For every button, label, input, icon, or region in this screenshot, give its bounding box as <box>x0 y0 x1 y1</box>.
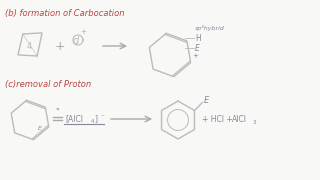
Text: 4: 4 <box>26 42 32 51</box>
Text: ⁻: ⁻ <box>101 114 105 120</box>
Text: E: E <box>195 44 200 53</box>
Text: E: E <box>204 96 209 105</box>
Text: sp³hybrid: sp³hybrid <box>195 25 225 31</box>
Text: + HCl +: + HCl + <box>202 114 233 123</box>
Text: H: H <box>195 33 201 42</box>
Text: AlCl: AlCl <box>232 114 247 123</box>
Text: (b) formation of Carbocation: (b) formation of Carbocation <box>5 9 124 18</box>
Text: E: E <box>38 125 42 130</box>
Text: (c)removal of Proton: (c)removal of Proton <box>5 80 91 89</box>
Text: [AlCl: [AlCl <box>65 114 83 123</box>
Text: 3: 3 <box>253 120 257 125</box>
Text: 4: 4 <box>91 118 94 123</box>
Text: ]: ] <box>94 114 97 123</box>
Text: +: + <box>55 39 65 53</box>
Text: d: d <box>73 36 79 46</box>
Text: ": " <box>55 107 59 116</box>
Text: +: + <box>80 29 86 35</box>
Text: +: + <box>192 53 198 59</box>
